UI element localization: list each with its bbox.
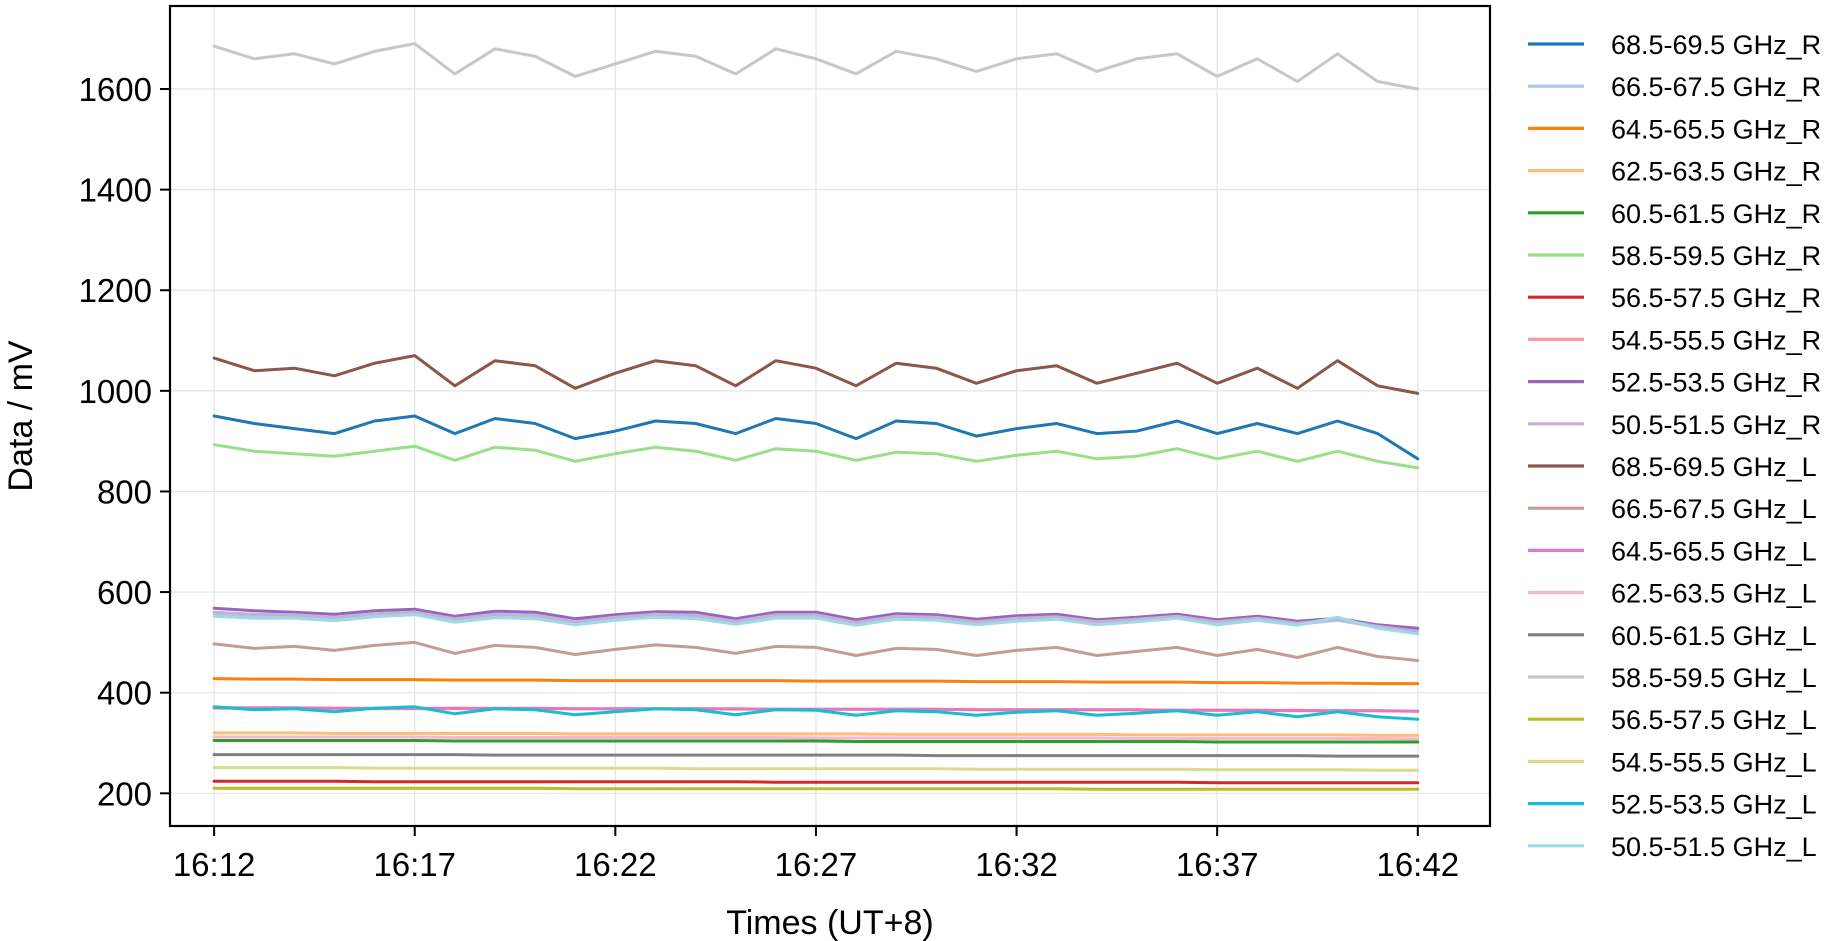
y-tick-label: 1200 [79, 272, 152, 309]
y-tick-label: 1400 [79, 172, 152, 209]
legend-label: 54.5-55.5 GHz_R [1611, 325, 1821, 355]
x-tick-label: 16:22 [574, 846, 657, 883]
legend-label: 50.5-51.5 GHz_L [1611, 832, 1817, 862]
y-tick-label: 800 [97, 473, 152, 510]
legend-label: 64.5-65.5 GHz_R [1611, 114, 1821, 144]
legend-label: 64.5-65.5 GHz_L [1611, 536, 1817, 566]
y-axis: 200 400 600 800 1000 1200 1400 1600 [79, 71, 170, 812]
x-tick-label: 16:27 [775, 846, 858, 883]
series-line-4 [212, 731, 1420, 737]
legend-label: 68.5-69.5 GHz_R [1611, 30, 1821, 60]
y-tick-label: 1600 [79, 71, 152, 108]
series-line-15 [212, 753, 1420, 758]
series-line-3 [212, 677, 1420, 686]
legend-label: 58.5-59.5 GHz_L [1611, 663, 1817, 693]
legend-label: 56.5-57.5 GHz_R [1611, 283, 1821, 313]
x-tick-label: 16:32 [975, 846, 1058, 883]
x-tick-label: 16:37 [1176, 846, 1259, 883]
series-lines [212, 42, 1420, 791]
series-line-1 [212, 414, 1420, 461]
grid-lines [170, 6, 1490, 826]
legend: 68.5-69.5 GHz_R 66.5-67.5 GHz_R 64.5-65.5 … [1528, 30, 1821, 862]
x-tick-label: 16:12 [173, 846, 256, 883]
legend-label: 62.5-63.5 GHz_L [1611, 579, 1817, 609]
y-tick-label: 600 [97, 574, 152, 611]
series-line-16 [212, 42, 1420, 91]
legend-label: 60.5-61.5 GHz_L [1611, 621, 1817, 651]
y-tick-label: 400 [97, 675, 152, 712]
x-tick-label: 16:42 [1376, 846, 1459, 883]
series-line-7 [212, 779, 1420, 785]
series-line-5 [212, 739, 1420, 744]
series-line-12 [212, 640, 1420, 662]
legend-label: 66.5-67.5 GHz_R [1611, 72, 1821, 102]
series-line-10 [212, 610, 1420, 633]
series-line-9 [212, 606, 1420, 630]
plot-frame [168, 4, 1492, 828]
series-line-19 [212, 705, 1420, 721]
legend-label: 56.5-57.5 GHz_L [1611, 705, 1817, 735]
series-line-11 [212, 354, 1420, 395]
series-line-18 [212, 766, 1420, 772]
y-axis-label: Data / mV [2, 340, 40, 491]
x-tick-label: 16:17 [373, 846, 456, 883]
series-line-17 [212, 786, 1420, 791]
y-tick-label: 1000 [79, 373, 152, 410]
y-tick-label: 200 [97, 775, 152, 812]
x-axis-label: Times (UT+8) [726, 904, 933, 941]
legend-label: 60.5-61.5 GHz_R [1611, 199, 1821, 229]
legend-label: 54.5-55.5 GHz_L [1611, 747, 1817, 777]
series-line-6 [212, 443, 1420, 470]
legend-label: 68.5-69.5 GHz_L [1611, 452, 1817, 482]
legend-label: 52.5-53.5 GHz_R [1611, 368, 1821, 398]
legend-label: 66.5-67.5 GHz_L [1611, 494, 1817, 524]
x-axis: 16:12 16:17 16:22 16:27 16:32 16:37 16:42 [173, 826, 1459, 883]
series-line-14 [212, 735, 1420, 741]
legend-label: 58.5-59.5 GHz_R [1611, 241, 1821, 271]
legend-label: 50.5-51.5 GHz_R [1611, 410, 1821, 440]
legend-label: 62.5-63.5 GHz_R [1611, 157, 1821, 187]
legend-label: 52.5-53.5 GHz_L [1611, 790, 1817, 820]
series-line-20 [212, 613, 1420, 636]
